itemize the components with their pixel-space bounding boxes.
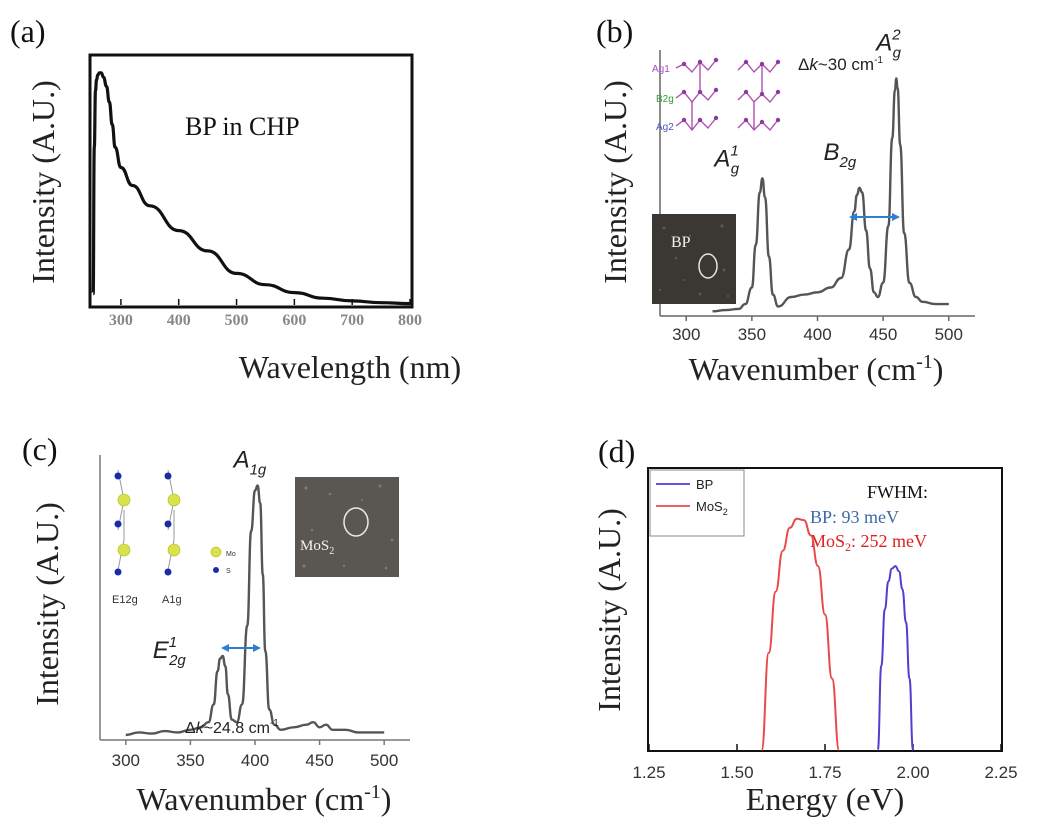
x-axis-label-c: Wavenumber (cm-1): [137, 781, 392, 817]
x-tick-labels-d: 1.25 1.50 1.75 2.00 2.25: [632, 744, 1018, 782]
fwhm-title: FWHM:: [867, 482, 928, 502]
pl-line-bp: [876, 565, 914, 751]
x-tick-labels-c: 300 350 400 450 500: [112, 740, 398, 770]
delta-arrow-c: [221, 644, 261, 652]
x-tick-label-a-5: 800: [398, 312, 422, 329]
structure-label-mo: Mo: [226, 551, 236, 558]
spectrum-line-a: [91, 71, 411, 306]
panel-c: (c) 300 350 400 450 500 E12g A1g: [22, 431, 410, 817]
s-atoms: [114, 472, 219, 576]
legend-label-bp: BP: [696, 477, 713, 492]
x-tick-labels-a: 300 400 500 600 700 800: [109, 299, 422, 329]
panel-label-c: (c): [22, 431, 58, 467]
optical-image-inset-c: MoS2: [295, 477, 399, 577]
x-tick-label-c-1: 350: [176, 751, 204, 770]
x-tick-label-c-4: 500: [370, 751, 398, 770]
structure-label-e2g: E12g: [112, 594, 138, 606]
delta-k-label-c: Δk~24.8 cm-1: [185, 718, 279, 737]
x-axis-label-a: Wavelength (nm): [239, 349, 461, 385]
x-tick-label-c-0: 300: [112, 751, 140, 770]
x-tick-label-a-0: 300: [109, 312, 133, 329]
x-tick-label-a-1: 400: [167, 312, 191, 329]
y-axis-label-d: Intensity (A.U.): [591, 508, 627, 712]
x-tick-label-c-2: 400: [241, 751, 269, 770]
x-tick-label-c-3: 450: [305, 751, 333, 770]
peak-label-b-0: A1 g: [712, 142, 739, 177]
panel-d: (d) 1.25 1.50 1.75 2.00 2.25 BP MoS2 FWHM: B…: [591, 433, 1018, 817]
panel-label-d: (d): [598, 433, 635, 469]
structure-label-b-2: B2g: [656, 94, 674, 105]
y-axis-label-b: Intensity (A.U.): [597, 80, 633, 284]
structure-label-b-3: Ag2: [656, 122, 674, 133]
bp-atoms: [681, 57, 781, 125]
optical-image-inset-b: BP: [652, 214, 736, 304]
optical-image-b: [652, 214, 736, 304]
fwhm-bp: BP: 93 meV: [810, 507, 899, 527]
panel-label-b: (b): [596, 13, 633, 49]
x-tick-labels-b: 300 350 400 450 500: [672, 316, 963, 344]
structure-label-s: S: [226, 568, 231, 575]
legend-box-d: [649, 469, 745, 537]
plot-frame-a: [88, 53, 414, 309]
panel-label-a: (a): [10, 13, 46, 49]
structure-label-b-1: Ag1: [652, 64, 670, 75]
legend-d: BP MoS2: [649, 469, 745, 537]
x-tick-label-d-4: 2.25: [984, 763, 1017, 782]
x-tick-label-b-4: 500: [935, 325, 963, 344]
x-tick-label-d-1: 1.50: [720, 763, 753, 782]
sample-annotation-a: BP in CHP: [185, 112, 300, 141]
x-tick-label-a-3: 600: [282, 312, 306, 329]
x-axis-label-d: Energy (eV): [746, 781, 904, 817]
x-tick-label-d-0: 1.25: [632, 763, 665, 782]
peak-label-b-1: B2g: [824, 139, 857, 171]
fwhm-mos2: MoS2: 252 meV: [810, 531, 927, 554]
optical-image-texture-c: [302, 484, 394, 570]
inset-label-c: MoS2: [300, 538, 334, 557]
x-tick-label-b-1: 350: [738, 325, 766, 344]
x-tick-label-d-2: 1.75: [808, 763, 841, 782]
mo-atoms: [117, 493, 222, 558]
x-tick-label-b-0: 300: [672, 325, 700, 344]
delta-arrow-b: [849, 213, 900, 221]
x-tick-label-b-2: 400: [803, 325, 831, 344]
x-tick-label-a-4: 700: [340, 312, 364, 329]
x-tick-label-b-3: 450: [869, 325, 897, 344]
panel-b: (b) 300 350 400 450 500 Ag1 B2g Ag2: [596, 13, 975, 387]
inset-label-b: BP: [671, 234, 691, 251]
peak-labels-c: E1 2g A1g: [153, 447, 267, 669]
flake-marker-c: [343, 507, 369, 537]
x-axis-label-b: Wavenumber (cm-1): [689, 351, 944, 387]
flake-marker-b: [698, 253, 718, 279]
panel-a: (a) 300 400 500 600 700 800 BP in CHP Wavelen…: [10, 13, 461, 385]
spectrum-line-c: [125, 484, 385, 737]
y-axis-label-a: Intensity (A.U.): [25, 80, 61, 284]
crystal-structure-inset-c: E12g A1g Mo S: [112, 469, 236, 606]
peak-label-b-2: A2 g: [874, 27, 901, 62]
x-tick-label-d-3: 2.00: [896, 763, 929, 782]
legend-label-mos2: MoS2: [696, 499, 728, 517]
pl-line-mos2: [760, 517, 841, 751]
delta-k-label-b: Δk~30 cm-1: [798, 55, 883, 74]
y-axis-label-c: Intensity (A.U.): [29, 502, 65, 706]
optical-image-texture-b: [658, 224, 730, 298]
x-tick-label-a-2: 500: [225, 312, 249, 329]
crystal-structure-inset-b: Ag1 B2g Ag2: [652, 57, 781, 133]
structure-label-a1g: A1g: [162, 594, 182, 606]
spectrum-line-b: [712, 77, 949, 313]
peak-labels-b: A1 g B2g A2 g: [712, 27, 901, 178]
peak-label-c-1: A1g: [232, 447, 267, 479]
peak-label-c-0: E1 2g: [153, 634, 187, 669]
optical-image-c: [295, 477, 399, 577]
